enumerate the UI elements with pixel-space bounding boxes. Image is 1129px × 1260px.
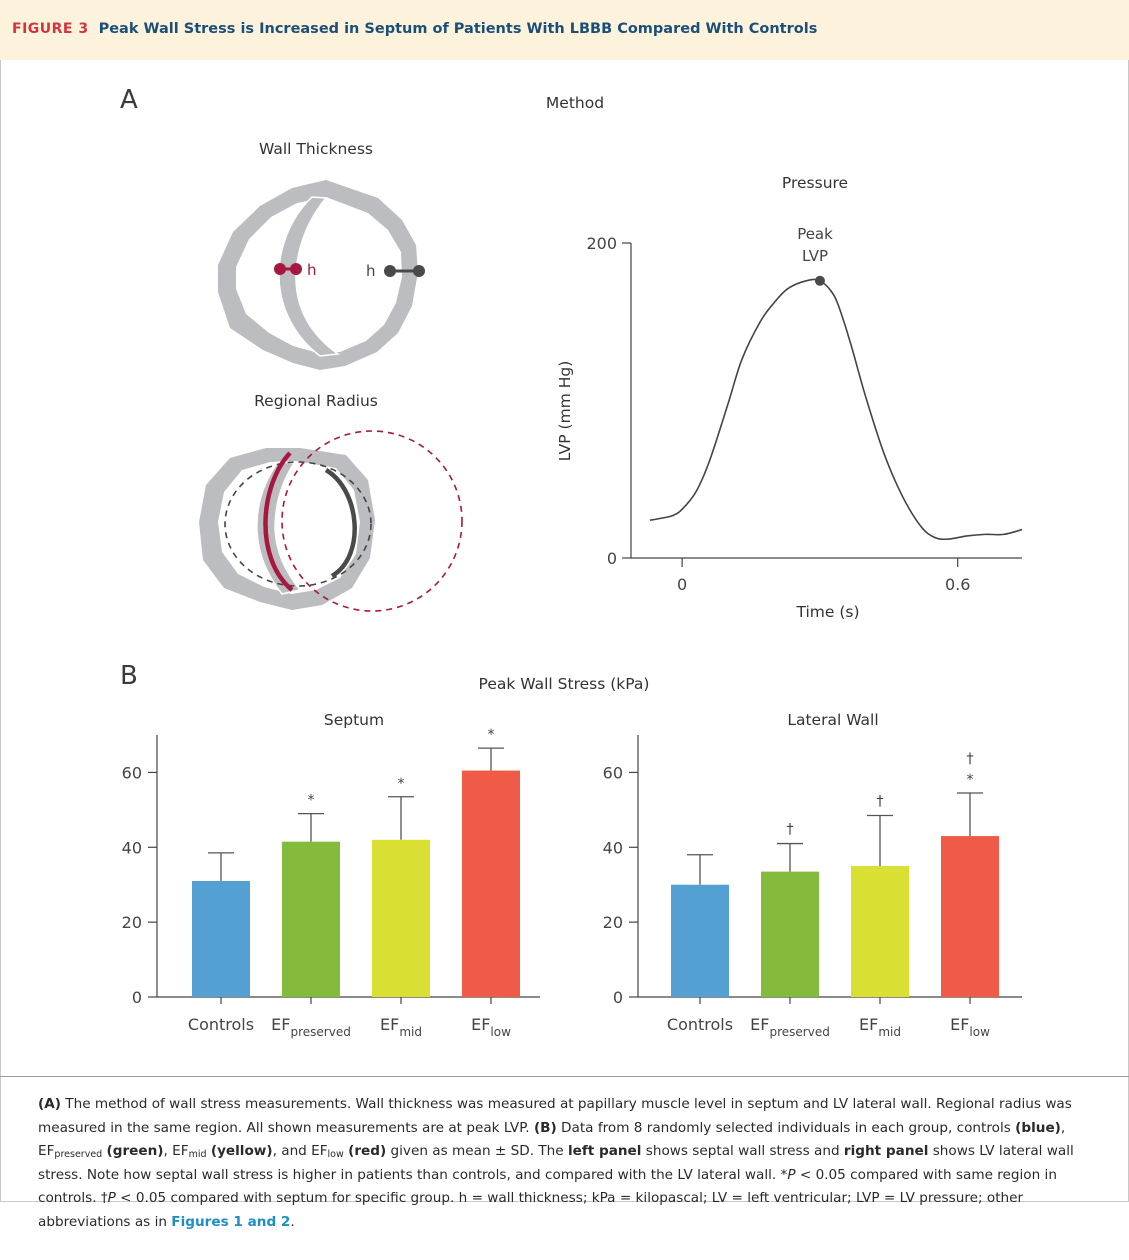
septum-category-label: Controls [188, 1015, 254, 1034]
septum-category-label: EFpreserved [271, 1015, 351, 1039]
lateral-y-tick-label: 20 [603, 913, 623, 932]
figure-graphic: A Method Wall Thickness h h Regional Rad… [120, 85, 1023, 1039]
pressure-x-axis-label: Time (s) [795, 603, 859, 621]
pressure-y-axis-label: LVP (mm Hg) [556, 361, 574, 462]
septum-y-tick-label: 60 [122, 763, 142, 782]
lateral-significance-marker: † [967, 751, 974, 767]
peak-label-1: Peak [797, 225, 833, 243]
pressure-y-tick-label: 0 [607, 549, 617, 568]
septum-y-tick-label: 20 [122, 913, 142, 932]
septum-arc [263, 451, 294, 592]
septum-point-icon [274, 263, 286, 275]
lateral-bar [671, 884, 729, 997]
wall-thickness-title: Wall Thickness [259, 140, 373, 158]
lateral-category-label: Controls [667, 1015, 733, 1034]
panel-b-title: Peak Wall Stress (kPa) [479, 675, 650, 693]
regional-radius-diagram [199, 430, 463, 612]
lateral-chart: 0 20 40 60 Controls † EFpreserved † EFmid * † EFlow [603, 735, 1022, 1039]
septum-significance-marker: * [308, 793, 315, 809]
lateral-category-label: EFmid [859, 1015, 901, 1039]
lateral-chart-title: Lateral Wall [787, 711, 878, 729]
septum-chart: 0 20 40 60 Controls * EFpreserved * EFmid * EFlow [122, 727, 540, 1039]
septum-category-label: EFlow [471, 1015, 511, 1039]
lateral-significance-marker: † [877, 793, 884, 809]
lateral-y-tick-label: 60 [603, 763, 623, 782]
lateral-y-tick-label: 40 [603, 838, 623, 857]
lateral-y-tick-label: 0 [613, 988, 623, 1007]
septal-radius-circle [281, 430, 463, 612]
pressure-series-line [649, 278, 1023, 541]
lateral-bar [941, 836, 999, 997]
septum-bar [462, 770, 520, 997]
peak-label-2: LVP [802, 247, 828, 265]
septum-significance-marker: * [398, 776, 405, 792]
figure-header: FIGURE 3 Peak Wall Stress is Increased in… [0, 0, 1129, 60]
septum-point-icon [290, 263, 302, 275]
septum-significance-marker: * [488, 727, 495, 743]
septum-band [278, 196, 341, 357]
caption-divider [0, 1076, 1129, 1077]
septum-bar [282, 841, 340, 997]
lateral-point-icon [413, 265, 425, 277]
lateral-category-label: EFpreserved [750, 1015, 830, 1039]
figure-label: FIGURE 3 [12, 21, 89, 37]
lateral-bar [761, 871, 819, 997]
panel-a-letter: A [120, 85, 138, 115]
lateral-significance-marker: * [967, 772, 974, 788]
pressure-x-tick-label: 0.6 [945, 575, 970, 594]
lateral-radius-circle [224, 461, 372, 587]
pressure-chart: Peak LVP Time (s) LVP (mm Hg) 0 200 0 0.6 [556, 225, 1023, 621]
septum-chart-title: Septum [324, 711, 384, 729]
lateral-bar [851, 866, 909, 997]
lateral-significance-marker: † [787, 822, 794, 838]
septum-bar [372, 839, 430, 997]
figure-caption: (A) The method of wall stress measuremen… [38, 1096, 1074, 1230]
pressure-chart-title: Pressure [782, 174, 848, 192]
peak-lvp-point [814, 275, 825, 286]
septum-category-label: EFmid [380, 1015, 422, 1039]
septum-bar [192, 880, 250, 997]
septum-h-label: h [307, 261, 317, 279]
figure-title: Peak Wall Stress is Increased in Septum … [98, 21, 818, 37]
septum-y-tick-label: 40 [122, 838, 142, 857]
pressure-x-tick-label: 0 [677, 575, 687, 594]
panel-a-title: Method [546, 94, 604, 112]
pressure-y-tick-label: 200 [586, 234, 617, 253]
lateral-h-label: h [366, 262, 376, 280]
septum-y-tick-label: 0 [132, 988, 142, 1007]
wall-thickness-diagram: h h [218, 180, 425, 370]
panel-b-letter: B [120, 661, 138, 691]
figures-link[interactable]: Figures 1 and 2 [171, 1213, 291, 1230]
lateral-arc [324, 468, 357, 578]
lateral-category-label: EFlow [950, 1015, 990, 1039]
regional-radius-title: Regional Radius [254, 392, 378, 410]
lateral-point-icon [384, 265, 396, 277]
